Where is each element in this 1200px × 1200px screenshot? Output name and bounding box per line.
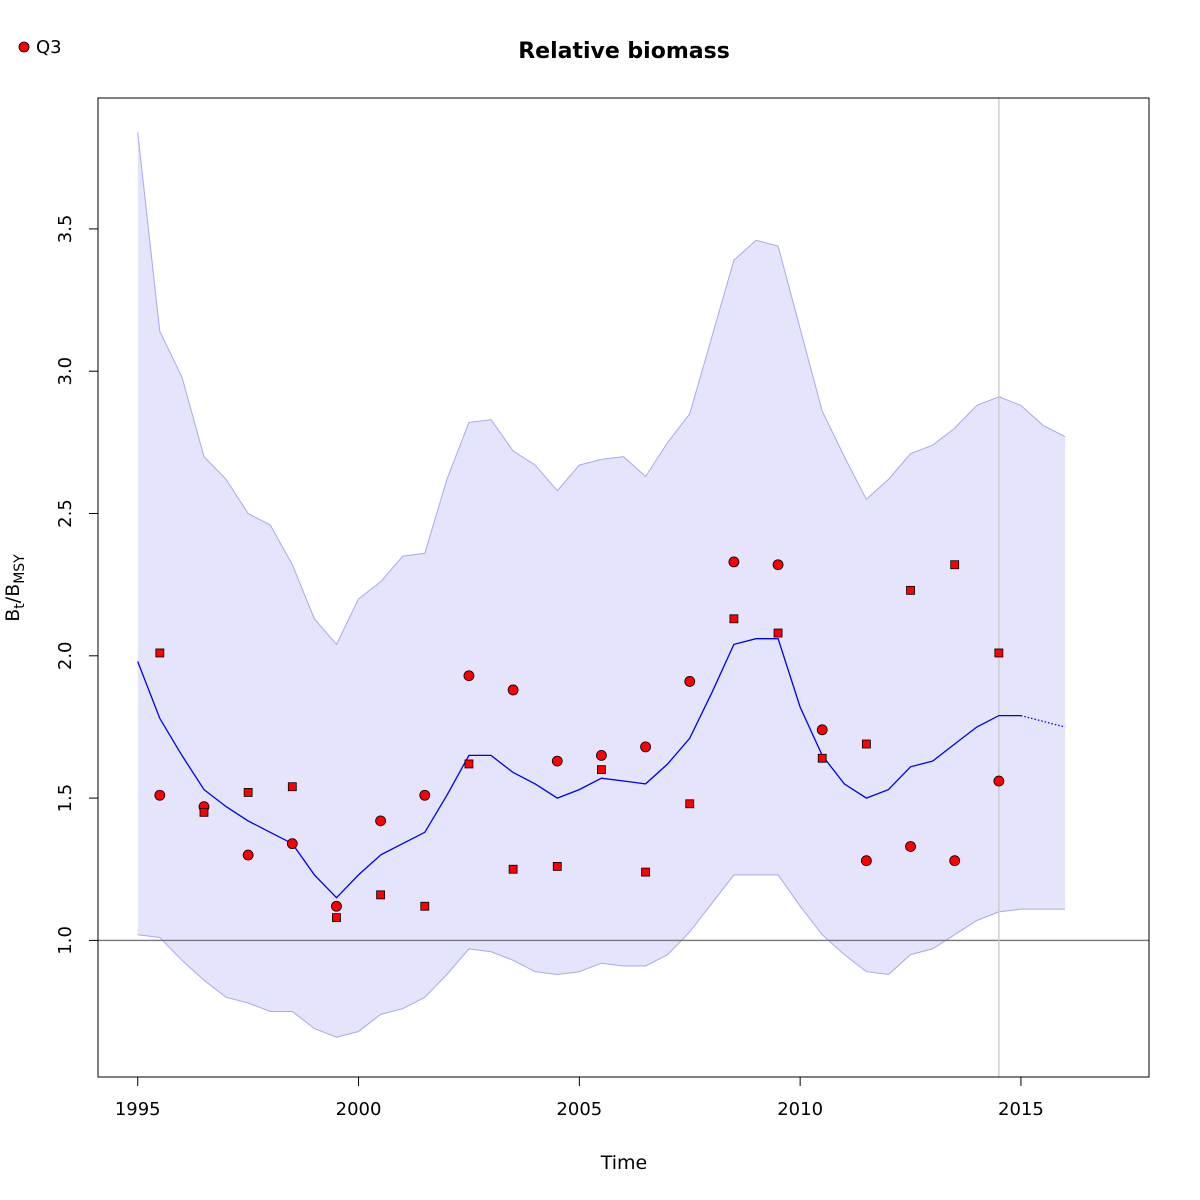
biomass-line-layer — [137, 638, 1066, 899]
x-axis: 1995 2000 2005 2010 2015 — [115, 1076, 1044, 1120]
point-square — [376, 890, 386, 900]
y-tick-label: 3.0 — [55, 357, 76, 386]
biomass-line — [137, 638, 1021, 899]
point-circle — [375, 815, 387, 827]
x-tick-label: 2015 — [998, 1099, 1044, 1120]
point-square — [950, 560, 960, 570]
y-axis-label: Bt/BMSY — [2, 554, 28, 622]
legend: Q3 — [18, 37, 62, 58]
y-label-sub-t: t — [12, 603, 28, 609]
point-square — [994, 648, 1004, 658]
y-tick-label: 2.5 — [55, 499, 76, 528]
y-tick-label: 3.5 — [55, 215, 76, 244]
point-square — [861, 739, 871, 749]
point-square — [420, 901, 430, 911]
point-square — [597, 765, 606, 775]
x-tick-label: 2000 — [336, 1099, 382, 1120]
point-circle — [772, 559, 784, 571]
x-tick-label: 2010 — [777, 1099, 823, 1120]
point-square — [552, 862, 562, 871]
point-square — [906, 585, 915, 595]
point-square — [199, 807, 209, 817]
legend-label: Q3 — [36, 37, 62, 58]
point-circle — [419, 789, 431, 801]
x-tick-label: 1995 — [115, 1099, 161, 1120]
observation-points-layer — [154, 556, 1005, 923]
biomass-line-projection — [1020, 714, 1066, 728]
y-axis: 1.0 1.5 2.0 2.5 3.0 3.5 — [55, 215, 99, 955]
point-circle — [463, 670, 475, 682]
point-square — [464, 759, 474, 769]
chart-title: Relative biomass — [518, 39, 730, 64]
point-square — [243, 788, 253, 797]
point-circle — [993, 775, 1005, 787]
confidence-band-layer — [137, 132, 1066, 1038]
confidence-band-upper-edge — [137, 132, 1066, 646]
point-square — [641, 867, 650, 877]
point-square — [773, 628, 783, 638]
point-square — [332, 913, 341, 923]
y-label-sub-msy: MSY — [12, 554, 28, 584]
point-circle — [684, 676, 696, 687]
point-circle — [507, 684, 519, 696]
point-circle — [905, 841, 916, 852]
point-square — [729, 614, 739, 624]
point-circle — [596, 750, 607, 761]
y-tick-label: 1.0 — [55, 926, 76, 955]
point-circle — [860, 855, 872, 867]
reference-line-layer — [98, 98, 1149, 1077]
confidence-band-lower-edge — [137, 874, 1066, 1038]
point-circle — [331, 900, 342, 912]
y-tick-label: 1.5 — [55, 784, 76, 813]
point-circle — [154, 789, 166, 801]
x-tick-label: 2005 — [556, 1099, 602, 1120]
x-axis-label: Time — [600, 1152, 648, 1174]
point-circle — [816, 724, 828, 736]
y-tick-label: 2.0 — [55, 641, 76, 670]
point-square — [155, 648, 165, 658]
point-circle — [286, 838, 298, 850]
point-square — [508, 864, 518, 874]
point-circle — [949, 855, 961, 867]
y-label-sep: /B — [2, 584, 24, 603]
point-circle — [728, 556, 740, 568]
point-circle — [242, 849, 254, 861]
legend-marker-circle — [18, 41, 30, 53]
point-square — [287, 782, 297, 792]
point-circle — [640, 741, 651, 753]
confidence-band — [137, 132, 1066, 1038]
y-label-main: B — [2, 609, 24, 622]
point-circle — [551, 755, 563, 767]
point-square — [685, 799, 695, 809]
point-square — [817, 753, 827, 763]
